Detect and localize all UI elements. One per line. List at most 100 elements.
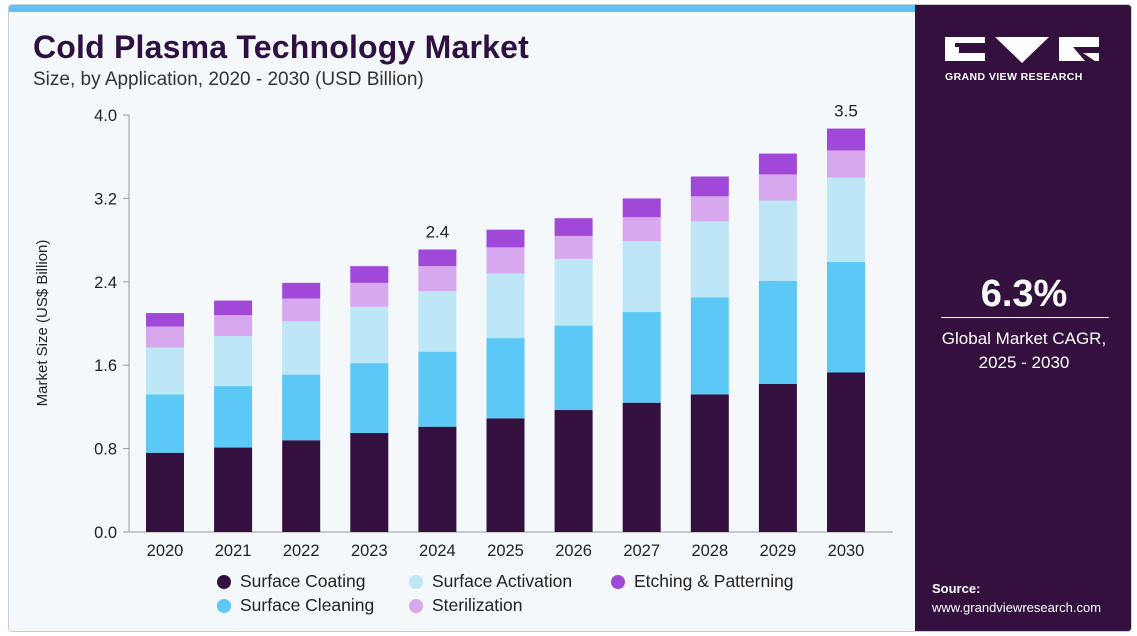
bar-segment-surface-activation [622, 241, 661, 313]
x-tick-label: 2022 [283, 542, 320, 560]
legend-dot-surface-coating [217, 574, 231, 589]
y-tick-label: 4.0 [94, 107, 117, 125]
y-tick-label: 0.0 [94, 524, 117, 542]
legend-dot-sterilization [409, 598, 423, 613]
bar-segment-surface-cleaning [418, 351, 457, 427]
x-tick-label: 2025 [487, 542, 524, 560]
cagr-label: Global Market CAGR, 2025 - 2030 [915, 327, 1131, 375]
bar-segment-sterilization [827, 150, 865, 178]
bar-segment-surface-cleaning [214, 386, 253, 448]
bar-segment-sterilization [214, 315, 253, 337]
bar-segment-surface-cleaning [622, 312, 661, 403]
y-tick-label: 3.2 [94, 190, 117, 208]
legend-label-etching-patterning: Etching & Patterning [634, 571, 794, 591]
chart-legend: Surface Coating Surface Cleaning Surface… [217, 571, 857, 623]
legend-item-surface-activation: Surface Activation [409, 571, 572, 592]
bar-segment-sterilization [418, 266, 457, 292]
bar-segment-surface-activation [827, 177, 865, 262]
bar-segment-surface-cleaning [690, 297, 729, 395]
legend-item-surface-cleaning: Surface Cleaning [217, 595, 374, 616]
y-tick-label: 0.8 [94, 441, 117, 459]
x-tick-label: 2021 [215, 542, 252, 560]
bar-segment-surface-coating [282, 440, 321, 532]
x-tick-label: 2028 [691, 542, 728, 560]
bar-segment-surface-cleaning [350, 363, 389, 433]
legend-label-sterilization: Sterilization [432, 595, 523, 615]
bar-segment-sterilization [282, 298, 321, 322]
bar-segment-surface-activation [350, 306, 389, 364]
bar-segment-sterilization [486, 247, 525, 274]
bar-segment-etching-patterning [350, 266, 389, 283]
stacked-bar-chart: 0.0 0.8 1.6 2.4 3.2 4.0 Market Size (US$ Billi… [34, 102, 893, 560]
legend-dot-surface-activation [409, 574, 423, 589]
bar-segment-etching-patterning [827, 128, 865, 151]
x-tick-label: 2020 [147, 542, 184, 560]
infographic-frame: Cold Plasma Technology Market Size, by A… [8, 4, 1132, 632]
bar-segment-surface-activation [418, 291, 457, 352]
bar-segment-etching-patterning [146, 313, 184, 327]
side-panel: GRAND VIEW RESEARCH 6.3% Global Market C… [915, 5, 1131, 631]
legend-item-surface-coating: Surface Coating [217, 571, 366, 592]
grand-view-research-logo-icon [945, 37, 1099, 63]
y-tick-label: 1.6 [94, 357, 117, 375]
bar-segment-sterilization [146, 326, 184, 348]
bar-segment-surface-coating [418, 426, 457, 532]
bar-segment-surface-coating [214, 447, 253, 532]
bar-segment-etching-patterning [282, 282, 321, 299]
legend-label-surface-cleaning: Surface Cleaning [240, 595, 375, 615]
bar-segment-surface-cleaning [282, 374, 321, 441]
legend-item-etching-patterning: Etching & Patterning [611, 571, 794, 592]
bar-segment-surface-cleaning [486, 338, 525, 419]
bar-segment-surface-activation [282, 321, 321, 375]
legend-label-surface-coating: Surface Coating [240, 571, 366, 591]
bar-segment-etching-patterning [554, 218, 593, 236]
bar-segment-surface-coating [146, 452, 184, 532]
legend-dot-etching-patterning [611, 574, 625, 589]
bar-segment-surface-coating [554, 410, 593, 532]
legend-item-sterilization: Sterilization [409, 595, 522, 616]
chart-subtitle: Size, by Application, 2020 - 2030 (USD B… [33, 69, 424, 90]
top-accent-bar [9, 5, 915, 12]
bar-segment-etching-patterning [758, 153, 797, 175]
bar-segment-surface-cleaning [554, 325, 593, 411]
bar-segment-surface-coating [486, 418, 525, 532]
brand-name: GRAND VIEW RESEARCH [945, 71, 1083, 83]
bar-segment-surface-coating [827, 372, 865, 532]
cagr-divider [941, 317, 1109, 318]
x-tick-label: 2024 [419, 542, 456, 560]
bar-segment-surface-cleaning [827, 261, 865, 373]
x-tick-label: 2023 [351, 542, 388, 560]
legend-dot-surface-cleaning [217, 598, 231, 613]
data-label: 3.5 [834, 102, 858, 121]
bar-segment-etching-patterning [690, 176, 729, 197]
bar-segment-surface-coating [758, 383, 797, 532]
bar-segment-surface-cleaning [146, 394, 184, 453]
bar-segment-surface-cleaning [758, 280, 797, 384]
x-tick-label: 2027 [623, 542, 660, 560]
source-label: Source: [932, 581, 981, 596]
chart-title: Cold Plasma Technology Market [33, 29, 529, 65]
bar-segment-sterilization [690, 196, 729, 222]
bar-segment-etching-patterning [418, 249, 457, 267]
bar-segment-surface-activation [146, 347, 184, 395]
cagr-label-line2: 2025 - 2030 [978, 353, 1070, 372]
cagr-value: 6.3% [980, 273, 1068, 315]
bar-segment-etching-patterning [622, 198, 661, 218]
bar-segment-surface-coating [690, 394, 729, 532]
bar-segment-surface-activation [758, 200, 797, 281]
bar-segment-sterilization [622, 217, 661, 242]
legend-label-surface-activation: Surface Activation [432, 571, 573, 591]
bar-segment-sterilization [350, 282, 389, 307]
bar-segment-surface-coating [622, 402, 661, 532]
bar-segment-etching-patterning [486, 229, 525, 248]
bar-segment-sterilization [758, 174, 797, 201]
bar-segment-surface-activation [486, 273, 525, 339]
x-tick-label: 2030 [828, 542, 865, 560]
y-tick-label: 2.4 [94, 274, 117, 292]
source-url[interactable]: www.grandviewresearch.com [932, 600, 1102, 615]
x-tick-label: 2029 [760, 542, 797, 560]
bar-segment-surface-activation [690, 221, 729, 298]
bar-segment-surface-activation [554, 258, 593, 326]
data-label: 2.4 [426, 222, 450, 241]
x-tick-label: 2026 [555, 542, 592, 560]
